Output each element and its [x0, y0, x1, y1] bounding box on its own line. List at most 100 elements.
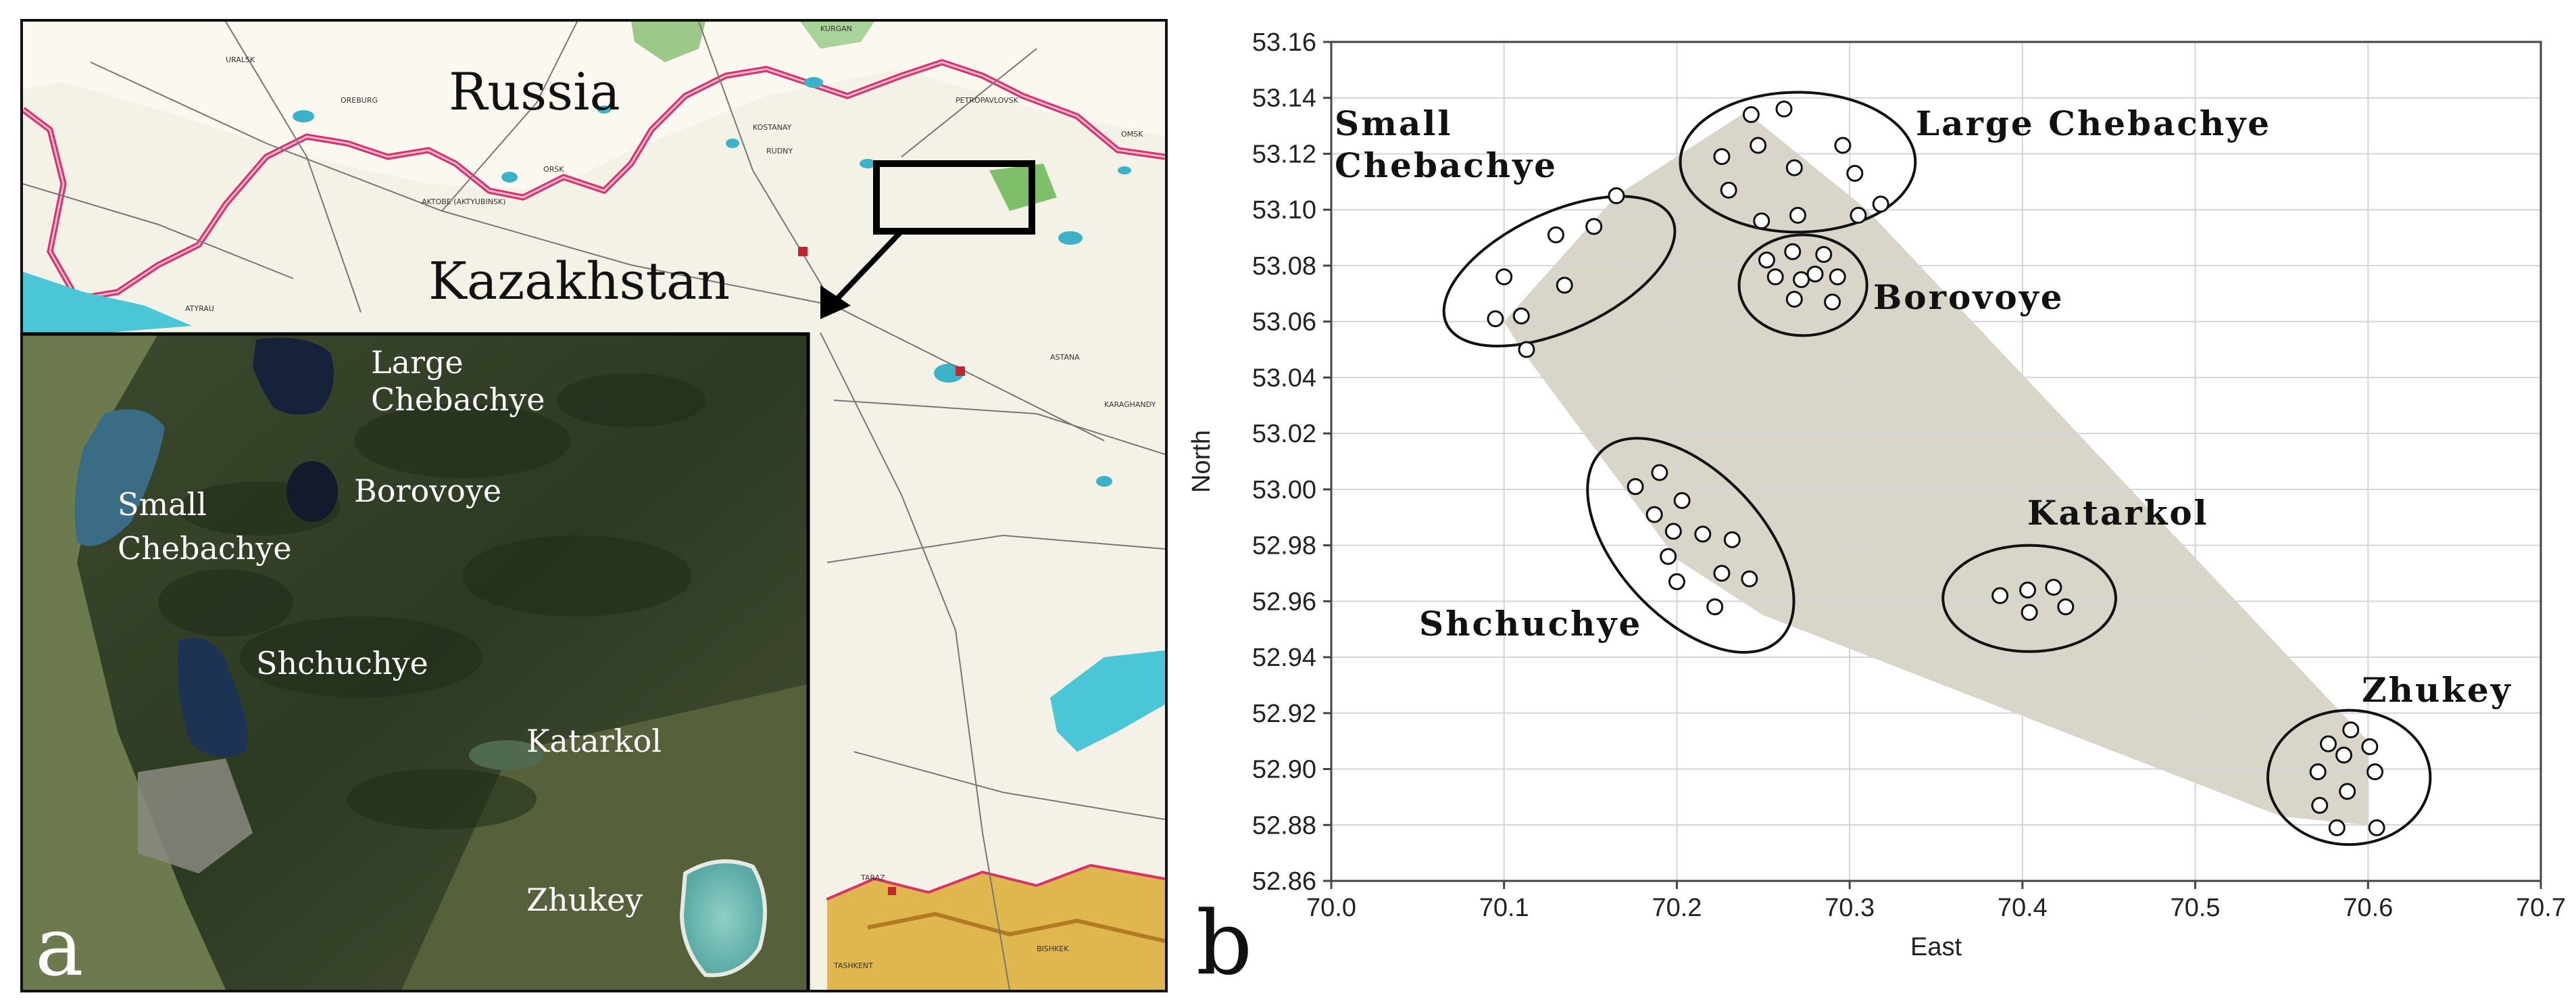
x-tick-label: 70.2 [1652, 894, 1702, 922]
data-point-shchuchye [1660, 548, 1677, 565]
place-label: TASHKENT [833, 961, 873, 970]
group-ellipse-small-chebachye [1442, 195, 1677, 347]
steppe-area [23, 334, 226, 990]
convex-hull-area [1504, 112, 2369, 825]
data-point-large-chebachye [1750, 137, 1767, 154]
place-label: ATYRAU [185, 304, 214, 313]
group-ellipse-katarkol [1941, 544, 2117, 653]
data-point-borovoye [1766, 268, 1784, 285]
inset-border [23, 332, 810, 990]
data-point-shchuchye [1713, 565, 1731, 582]
y-tick-label: 52.86 [1252, 867, 1316, 896]
x-tick-label: 70.1 [1479, 894, 1529, 922]
lake-balkhash [1050, 650, 1165, 752]
city-marker [798, 247, 808, 256]
city-marker [956, 366, 965, 376]
inset-label-katarkol: Katarkol [526, 723, 662, 759]
place-label: AKTOBE (AKTYUBINSK) [422, 197, 505, 206]
data-point-katarkol [1991, 587, 2009, 604]
country-label-russia: Russia [449, 62, 620, 122]
russia-border-inner [23, 61, 1165, 300]
x-tick-label: 70.3 [1825, 894, 1875, 922]
data-point-katarkol [2045, 579, 2062, 596]
y-tick-label: 53.14 [1252, 85, 1316, 113]
forest-patch [631, 22, 705, 62]
group-ellipse-zhukey [2266, 709, 2432, 846]
data-point-borovoye [1793, 271, 1810, 289]
group-label-katarkol: Katarkol [2027, 493, 2209, 533]
data-point-small-chebachye [1512, 307, 1530, 325]
y-tick-label: 52.88 [1252, 811, 1316, 840]
y-tick-label: 52.98 [1252, 532, 1316, 560]
lake-katarkol [469, 740, 543, 770]
data-point-small-chebachye [1585, 218, 1603, 235]
data-point-borovoye [1815, 245, 1833, 263]
lake-large-chebachye [253, 337, 334, 415]
place-label: KURGAN [820, 24, 852, 33]
lake-zhukey [679, 859, 767, 978]
ellipse-layer [1442, 91, 2432, 846]
inset-label-small-chebachye-1: Small [118, 486, 207, 523]
data-point-katarkol [2021, 604, 2038, 621]
data-point-shchuchye [1668, 573, 1685, 590]
data-point-zhukey [2309, 763, 2327, 781]
data-point-zhukey [2342, 721, 2360, 739]
y-tick-label: 53.06 [1252, 308, 1316, 337]
points-layer [1487, 100, 2385, 836]
place-label: ORSK [543, 165, 564, 174]
y-tick-label: 53.04 [1252, 364, 1316, 392]
panel-letter-a: a [35, 901, 84, 990]
lake-small-chebachye [74, 409, 166, 546]
group-label-zhukey: Zhukey [2362, 670, 2512, 710]
place-label: RUDNY [766, 147, 793, 155]
data-point-borovoye [1806, 265, 1824, 283]
data-point-shchuchye [1694, 525, 1712, 543]
place-label: OMSK [1121, 130, 1143, 139]
data-point-shchuchye [1627, 478, 1644, 496]
country-label-kazakhstan: Kazakhstan [428, 251, 730, 311]
place-label: PETROPAVLOVSK [956, 96, 1019, 105]
inset-label-large-chebachye-1: Large [371, 344, 464, 381]
y-tick-label: 52.96 [1252, 587, 1316, 616]
group-label-shchuchye: Shchuchye [1419, 604, 1642, 644]
caspian-sea [23, 272, 192, 339]
scatter-panel: 70.0 70.1 70.2 70.3 70.4 70.5 70.6 70.7 52.86 52.… [1187, 0, 2576, 1005]
lake-borovoye [287, 461, 338, 522]
panel-letter-b: b [1196, 892, 1252, 994]
y-axis-label: North [1189, 430, 1216, 493]
place-label: BISHKEK [1037, 944, 1069, 953]
y-tick-label: 53.12 [1252, 140, 1316, 168]
data-point-zhukey [2367, 763, 2384, 781]
map-figure: URALSK OREBURG ORSK AKTOBE (AKTYUBINSK) … [23, 22, 1165, 990]
axes-layer: 70.0 70.1 70.2 70.3 70.4 70.5 70.6 70.7 52.86 52.… [1252, 28, 2566, 922]
inset-label-shchuchye: Shchuchye [256, 645, 428, 681]
data-point-zhukey [2368, 819, 2385, 836]
y-tick-label: 53.02 [1252, 420, 1316, 448]
inset-label-small-chebachye-2: Chebachye [118, 530, 292, 567]
y-tick-label: 52.94 [1252, 644, 1316, 672]
inset-label-borovoye: Borovoye [354, 473, 501, 509]
data-point-katarkol [2019, 581, 2037, 599]
x-tick-label: 70.0 [1306, 894, 1356, 922]
inset-arrow-head [820, 285, 851, 319]
data-point-large-chebachye [1775, 100, 1793, 118]
data-point-small-chebachye [1556, 277, 1573, 294]
data-point-shchuchye [1664, 523, 1682, 540]
city-marker [888, 887, 896, 895]
map-place-labels: URALSK OREBURG ORSK AKTOBE (AKTYUBINSK) … [185, 24, 1156, 970]
data-point-small-chebachye [1608, 187, 1625, 205]
data-point-large-chebachye [1742, 106, 1760, 124]
data-point-large-chebachye [1713, 148, 1731, 166]
data-point-large-chebachye [1872, 195, 1889, 213]
x-tick-label: 70.5 [2171, 894, 2221, 922]
data-point-small-chebachye [1487, 310, 1504, 328]
mountains [827, 867, 1165, 990]
data-point-zhukey [2319, 735, 2337, 752]
forest-texture [158, 373, 705, 830]
place-label: ASTANA [1050, 353, 1080, 362]
data-point-shchuchye [1673, 491, 1691, 509]
y-tick-label: 53.00 [1252, 476, 1316, 504]
data-point-large-chebachye [1753, 212, 1770, 230]
x-axis-label: East [1910, 933, 1962, 961]
